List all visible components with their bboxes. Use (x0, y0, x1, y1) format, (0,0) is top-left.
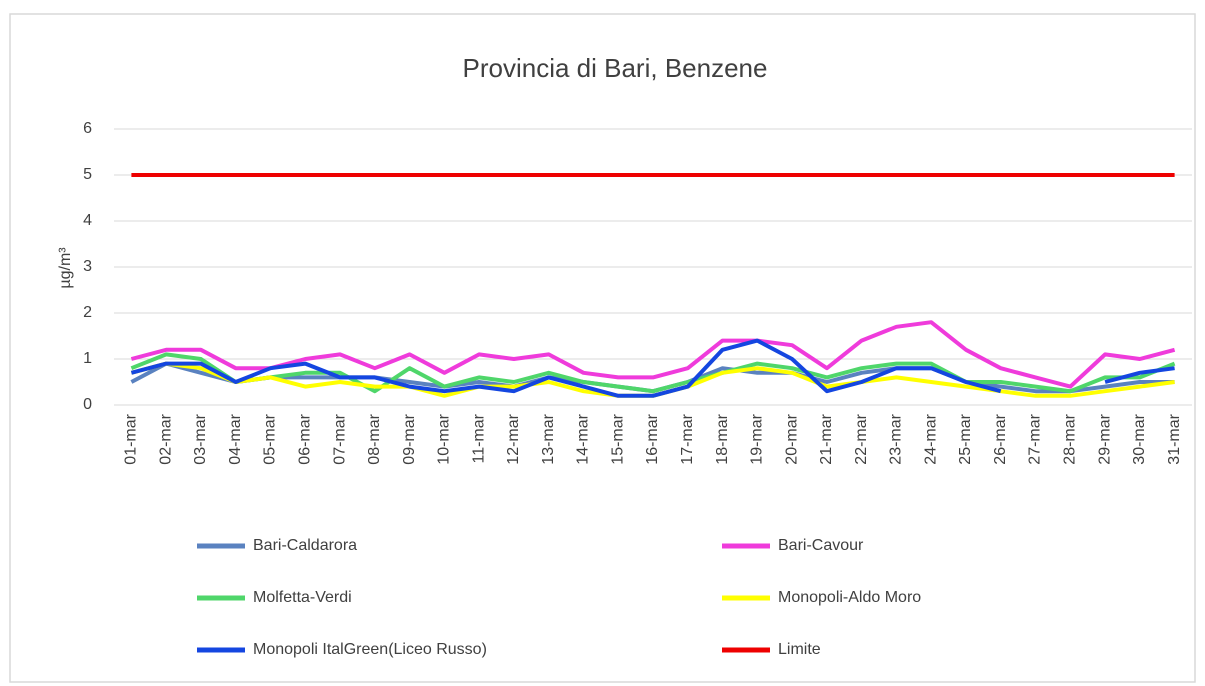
legend-label: Molfetta-Verdi (253, 589, 352, 606)
x-tick-label: 27-mar (1027, 413, 1044, 464)
x-tick-label: 17-mar (679, 413, 696, 464)
x-tick-label: 29-mar (1096, 413, 1113, 464)
x-tick-label: 09-mar (401, 413, 418, 464)
x-tick-label: 05-mar (262, 413, 279, 464)
x-tick-label: 07-mar (331, 413, 348, 464)
x-tick-label: 22-mar (853, 413, 870, 464)
series-line (130, 338, 1175, 398)
x-tick-label: 12-mar (505, 413, 522, 464)
y-tick-label: 6 (83, 120, 92, 137)
legend-label: Bari-Caldarora (253, 537, 357, 554)
x-tick-label: 03-mar (192, 413, 209, 464)
chart-frame (9, 13, 1196, 683)
x-tick-label: 21-mar (818, 413, 835, 464)
x-tick-label: 08-mar (366, 413, 383, 464)
y-tick-label: 1 (83, 350, 92, 367)
x-tick-label: 15-mar (609, 413, 626, 464)
y-tick-label: 0 (83, 396, 92, 413)
x-tick-label: 28-mar (1062, 413, 1079, 464)
x-tick-label: 13-mar (540, 413, 557, 464)
legend-label: Monopoli ItalGreen(Liceo Russo) (253, 641, 487, 658)
y-tick-label: 2 (83, 304, 92, 321)
series-line (130, 320, 1176, 389)
chart-title: Provincia di Bari, Benzene (463, 53, 768, 83)
x-tick-label: 14-mar (575, 413, 592, 464)
legend-label: Bari-Cavour (778, 537, 864, 554)
legend-label: Limite (778, 641, 821, 658)
x-tick-label: 25-mar (957, 413, 974, 464)
x-tick-label: 06-mar (296, 413, 313, 464)
y-axis-label: µg/m³ (57, 247, 74, 289)
x-tick-label: 31-mar (1166, 413, 1183, 464)
series-line (130, 352, 1176, 394)
x-tick-label: 18-mar (714, 413, 731, 464)
x-tick-label: 11-mar (470, 413, 487, 463)
x-tick-label: 20-mar (783, 413, 800, 464)
x-tick-label: 02-mar (157, 413, 174, 464)
x-tick-label: 19-mar (749, 413, 766, 464)
x-tick-label: 01-mar (123, 413, 140, 464)
x-tick-label: 04-mar (227, 413, 244, 464)
y-tick-label: 4 (83, 212, 92, 229)
x-tick-label: 30-mar (1131, 413, 1148, 464)
x-tick-label: 26-mar (992, 413, 1009, 464)
x-tick-label: 10-mar (436, 413, 453, 464)
legend-label: Monopoli-Aldo Moro (778, 589, 921, 606)
y-tick-label: 5 (83, 166, 92, 183)
y-tick-label: 3 (83, 258, 92, 275)
x-tick-label: 16-mar (644, 413, 661, 464)
x-tick-label: 24-mar (922, 413, 939, 464)
x-tick-label: 23-mar (888, 413, 905, 464)
